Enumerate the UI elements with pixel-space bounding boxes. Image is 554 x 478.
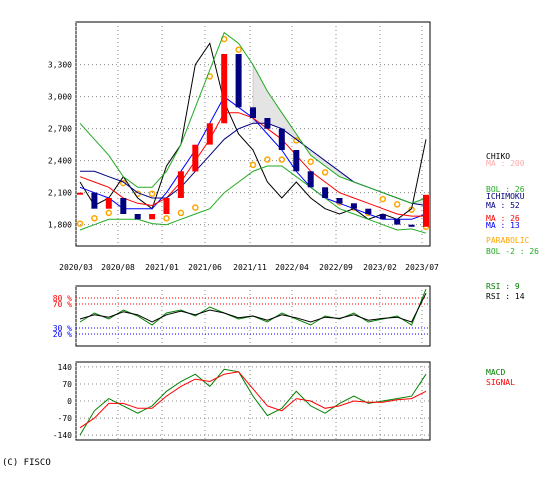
macd-ytick-label-4: -140 [53, 431, 72, 440]
parabolic-point-12 [249, 161, 257, 169]
rsi-legend-0: RSI : 9 [486, 282, 520, 291]
parabolic-point-21 [379, 195, 387, 203]
price-candle-8 [192, 144, 199, 172]
parabolic-point-0 [76, 220, 84, 227]
parabolic-point-6 [163, 215, 170, 222]
price-legend-3: ICHIMOKU [486, 192, 525, 201]
price-ytick-label-4: 2,100 [48, 189, 72, 198]
price-candle-16 [307, 171, 314, 188]
parabolic-point-14 [278, 156, 286, 163]
price-ytick-label-3: 2,400 [48, 157, 72, 166]
price-legend-4: MA : 52 [486, 201, 520, 210]
price-ytick-label-1: 3,000 [48, 93, 72, 102]
xtick-label-3: 2021/06 [188, 263, 222, 272]
xtick-label-5: 2022/04 [275, 263, 309, 272]
rsi-ytick-label-2: 30 % [53, 324, 72, 333]
parabolic-point-2 [105, 209, 113, 217]
macd-line-1 [79, 371, 427, 429]
price-legend-1: MA : 200 [486, 159, 525, 168]
price-candle-12 [250, 107, 256, 118]
price-candle-9 [206, 123, 213, 145]
price-legend-0: CHIKO [486, 152, 510, 161]
price-candle-23 [408, 224, 415, 227]
parabolic-point-11 [235, 46, 242, 53]
price-candle-18 [336, 198, 343, 204]
parabolic-point-16 [307, 158, 314, 165]
xtick-label-0: 2020/03 [59, 263, 93, 272]
price-candle-14 [278, 128, 285, 150]
price-ytick-label-5: 1,800 [48, 221, 72, 230]
parabolic-point-7 [177, 209, 185, 217]
price-candle-0 [77, 192, 83, 195]
price-candle-3 [120, 198, 127, 214]
parabolic-point-15 [293, 137, 300, 144]
rsi-line-1 [79, 292, 427, 323]
price-panel-frame [75, 21, 431, 247]
parabolic-point-17 [321, 169, 329, 176]
price-candle-19 [350, 203, 357, 209]
price-legend-6: MA : 13 [486, 221, 520, 230]
rsi-legend-1: RSI : 14 [486, 292, 525, 301]
price-line-5 [79, 165, 427, 234]
price-line-4 [79, 31, 427, 204]
price-candle-4 [134, 214, 141, 220]
price-legend-7: PARABOLIC [486, 236, 530, 245]
macd-ytick-label-0: 140 [58, 363, 73, 372]
price-candle-6 [163, 198, 170, 214]
macd-ytick-label-3: -70 [58, 414, 73, 423]
price-legend-5: MA : 26 [486, 214, 520, 223]
macd-legend-0: MACD [486, 368, 505, 377]
xtick-label-8: 2023/07 [405, 263, 439, 272]
xtick-label-2: 2021/01 [145, 263, 179, 272]
price-legend-8: BOL -2 : 26 [486, 247, 539, 256]
parabolic-point-22 [393, 201, 401, 208]
price-candle-13 [264, 118, 271, 129]
price-candle-7 [177, 171, 184, 198]
price-ytick-label-2: 2,700 [48, 125, 72, 134]
price-candle-22 [394, 219, 401, 225]
xtick-label-7: 2023/02 [363, 263, 397, 272]
rsi-ytick-label-3: 20 % [53, 330, 72, 339]
macd-ytick-label-2: 0 [67, 397, 72, 406]
price-line-3 [80, 122, 427, 206]
parabolic-point-8 [192, 204, 199, 211]
price-candle-1 [91, 192, 98, 209]
price-candle-5 [149, 214, 156, 220]
price-legend-2: BOL : 26 [486, 185, 525, 194]
price-candle-15 [293, 150, 300, 172]
xtick-label-1: 2020/08 [101, 263, 135, 272]
parabolic-point-5 [148, 190, 156, 197]
price-candle-20 [365, 208, 372, 214]
rsi-ytick-label-0: 80 % [53, 294, 72, 303]
price-candle-10 [221, 54, 228, 124]
macd-line-0 [79, 368, 427, 436]
parabolic-point-13 [264, 156, 271, 163]
rsi-ytick-label-1: 70 % [53, 300, 72, 309]
xtick-label-4: 2021/11 [233, 263, 267, 272]
price-candle-17 [322, 187, 329, 198]
macd-legend-1: SIGNAL [486, 378, 515, 387]
macd-ytick-label-1: 70 [62, 380, 72, 389]
parabolic-point-3 [120, 179, 127, 187]
rsi-panel-frame [75, 285, 431, 347]
price-ytick-label-0: 3,300 [48, 61, 72, 70]
parabolic-point-1 [91, 215, 98, 222]
copyright-text: (C) FISCO [2, 458, 51, 468]
price-candle-2 [105, 198, 112, 209]
xtick-label-6: 2022/09 [319, 263, 353, 272]
price-candle-11 [235, 54, 242, 108]
price-candle-21 [379, 214, 386, 220]
price-candle-24 [423, 194, 429, 227]
